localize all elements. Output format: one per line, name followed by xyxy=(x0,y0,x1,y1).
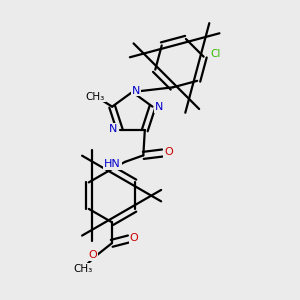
Text: CH₃: CH₃ xyxy=(86,92,105,102)
Text: Cl: Cl xyxy=(211,49,221,59)
Text: O: O xyxy=(88,250,97,260)
Text: O: O xyxy=(164,147,173,158)
Text: N: N xyxy=(155,102,163,112)
Text: O: O xyxy=(130,233,139,243)
Text: N: N xyxy=(109,124,118,134)
Text: N: N xyxy=(132,85,140,95)
Text: HN: HN xyxy=(104,159,121,169)
Text: CH₃: CH₃ xyxy=(73,264,92,274)
